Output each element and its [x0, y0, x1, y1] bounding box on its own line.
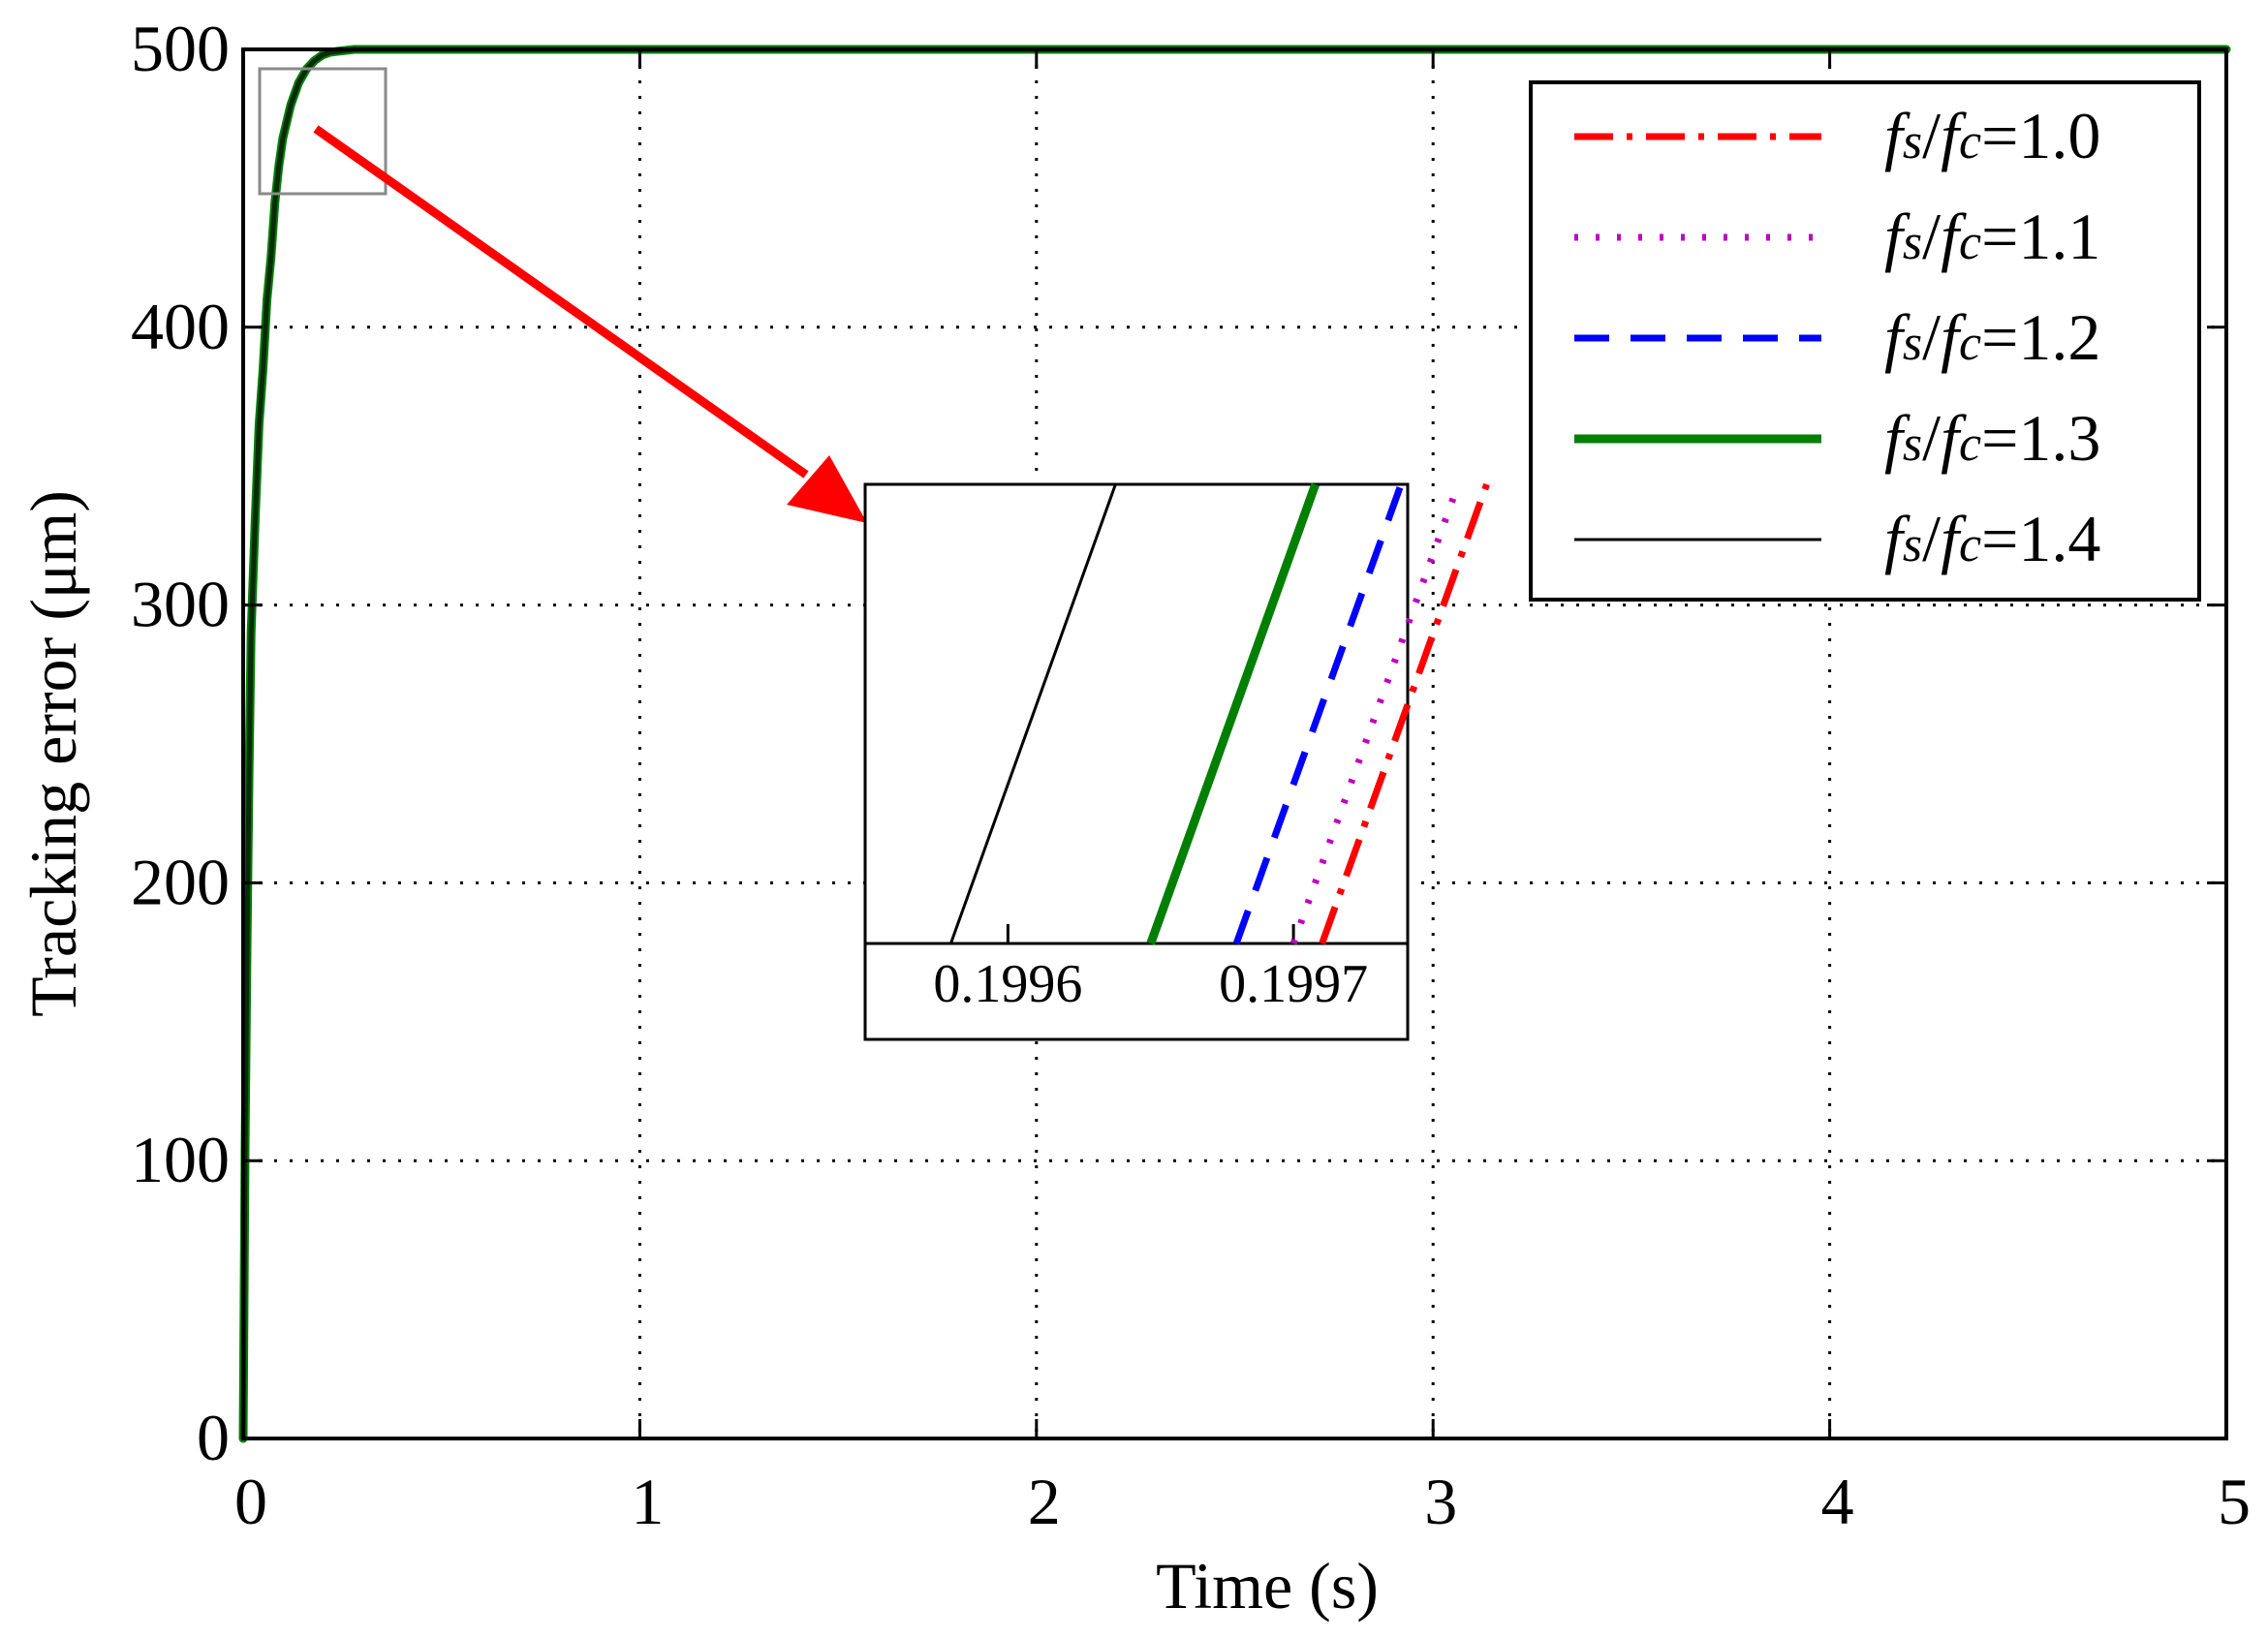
legend-label: fs/fc=1.0	[1884, 99, 2100, 172]
legend-label-part: s	[1903, 316, 1922, 371]
x-tick-label: 5	[2218, 1465, 2251, 1538]
legend-label-part: /	[1922, 401, 1941, 475]
inset-frame	[863, 482, 1410, 1041]
legend-label-part: /	[1922, 300, 1941, 374]
axis-ticks: 0 1 2 3 4 5 0 100 200 300 400 500	[131, 12, 2251, 1538]
inset-x-tick-label: 0.1996	[933, 954, 1082, 1014]
legend-label-part: s	[1903, 114, 1922, 170]
legend-label-part: s	[1903, 417, 1922, 472]
legend-label-part: =1.2	[1981, 300, 2100, 374]
x-tick-label: 0	[234, 1465, 267, 1538]
y-tick-label: 0	[197, 1401, 230, 1474]
legend-label-part: s	[1903, 215, 1922, 270]
y-tick-label: 300	[131, 568, 230, 641]
legend-label-part: c	[1959, 114, 1981, 170]
zoom-inset: 0.1996 0.1997	[863, 482, 1490, 1041]
zoom-arrow-head	[787, 455, 867, 523]
legend-label-part: /	[1922, 200, 1941, 273]
y-axis-label: Tracking error (μm)	[16, 490, 90, 1017]
legend-label-part: /	[1922, 99, 1941, 172]
y-tick-label: 200	[131, 845, 230, 918]
x-tick-label: 2	[1028, 1465, 1061, 1538]
x-axis-label: Time (s)	[1156, 1549, 1379, 1623]
legend-label-part: s	[1903, 517, 1922, 572]
legend-label-part: c	[1959, 316, 1981, 371]
inset-series-line	[1319, 482, 1490, 945]
legend-label: fs/fc=1.1	[1884, 200, 2100, 273]
x-tick-label: 1	[631, 1465, 664, 1538]
inset-series-line	[949, 483, 1117, 944]
legend-label: fs/fc=1.4	[1884, 502, 2100, 575]
legend-label-part: /	[1922, 502, 1941, 575]
y-tick-label: 100	[131, 1123, 230, 1196]
legend-label-part: c	[1959, 417, 1981, 472]
x-tick-label: 4	[1821, 1465, 1854, 1538]
y-tick-label: 500	[131, 12, 230, 85]
legend-label-part: =1.0	[1981, 99, 2100, 172]
inset-series-line	[1289, 482, 1462, 945]
legend-label-part: c	[1959, 517, 1981, 572]
legend-label-part: c	[1959, 215, 1981, 270]
plot-frame	[241, 47, 2228, 1440]
zoom-box	[258, 67, 388, 196]
y-tick-label: 400	[131, 290, 230, 363]
inset-series-line	[1146, 482, 1320, 945]
legend: fs/fc=1.0fs/fc=1.1fs/fc=1.2fs/fc=1.3fs/f…	[1529, 80, 2201, 602]
legend-label-part: =1.1	[1981, 200, 2100, 273]
zoom-annotation	[258, 67, 867, 523]
legend-label-part: =1.4	[1981, 502, 2100, 575]
zoom-arrow-shaft	[313, 125, 809, 479]
inset-series-line	[1232, 482, 1405, 945]
inset-x-tick-label: 0.1997	[1219, 954, 1368, 1014]
x-tick-label: 3	[1424, 1465, 1457, 1538]
legend-label-part: =1.3	[1981, 401, 2100, 475]
